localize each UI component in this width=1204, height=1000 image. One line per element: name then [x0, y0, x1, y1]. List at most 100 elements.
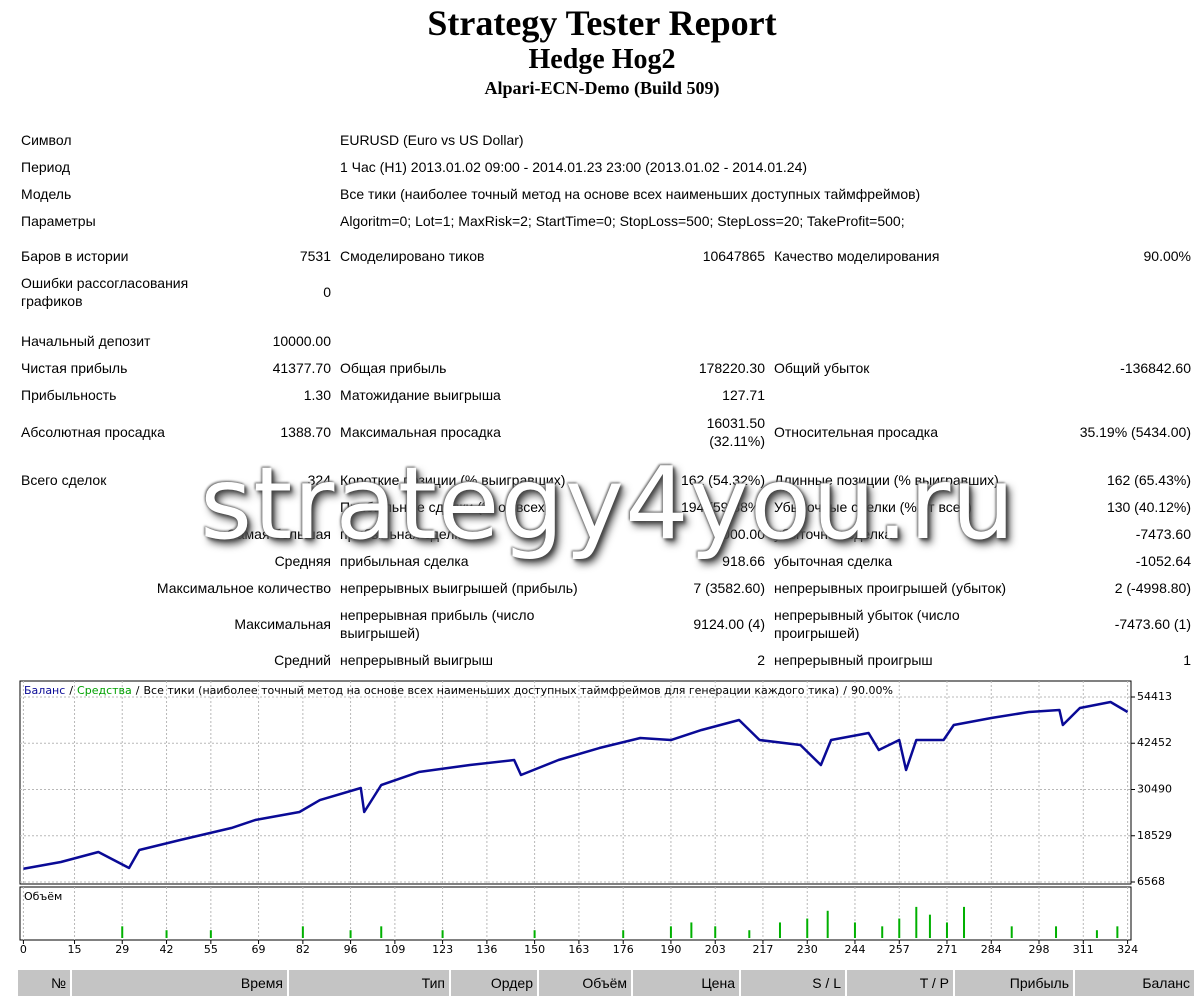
volume-frame	[19, 886, 1132, 941]
stat-value: 7531	[299, 248, 331, 264]
x-tick-label: 257	[889, 943, 910, 956]
stat-value: 16031.50 (32.11%)	[706, 415, 765, 449]
stat-label: прибыльная сделка	[340, 526, 469, 542]
column-header: T / P	[847, 970, 953, 996]
x-tick-label: 150	[524, 943, 545, 956]
stat-label: Прибыльные сделки (% от всех)	[340, 499, 550, 515]
server: Alpari-ECN-Demo (Build 509)	[484, 78, 720, 98]
column-header: Ордер	[451, 970, 537, 996]
x-tick-label: 29	[115, 943, 129, 956]
x-tick-label: 15	[68, 943, 82, 956]
legend-model: Все тики (наиболее точный метод на основ…	[143, 684, 839, 697]
volume-bar	[898, 918, 901, 938]
stat-value: 41377.70	[272, 360, 331, 376]
column-header: Баланс	[1075, 970, 1194, 996]
column-header: Цена	[633, 970, 739, 996]
watermark: strategy4you.ru	[200, 445, 1016, 562]
x-tick-label: 217	[752, 943, 773, 956]
stat-label: Баров в истории	[21, 248, 129, 264]
x-tick-label: 136	[476, 943, 497, 956]
volume-bar	[826, 910, 829, 938]
column-header: №	[18, 970, 70, 996]
stat-group: Самая большая	[226, 526, 332, 542]
volume-bar	[669, 926, 672, 938]
volume-bar	[853, 922, 856, 938]
balance-chart: 6568 18529 30490 42452 54413 0 15 29 42 55 69 82 96 1…	[19, 680, 1172, 956]
stat-value: 130 (40.12%)	[1106, 499, 1191, 515]
x-tick-label: 42	[160, 943, 174, 956]
volume-bar	[1055, 926, 1058, 938]
stat-label: непрерывных выигрышей (прибыль)	[340, 580, 578, 596]
stat-label: Абсолютная просадка	[21, 424, 165, 440]
y-tick-label: 6568	[1137, 875, 1165, 888]
x-tick-label: 311	[1073, 943, 1094, 956]
volume-bar	[690, 922, 693, 938]
volume-bar	[1095, 930, 1098, 938]
stat-value: 90.00%	[1143, 248, 1191, 264]
stat-value: -7473.60	[1135, 526, 1191, 542]
volume-bar	[533, 930, 536, 938]
volume-bar	[301, 926, 304, 938]
volume-bar	[349, 930, 352, 938]
x-tick-label: 324	[1117, 943, 1138, 956]
x-tick-label: 55	[204, 943, 218, 956]
legend-quality: 90.00%	[851, 684, 893, 697]
stat-label: Прибыльность	[21, 387, 117, 403]
stat-group: Средняя	[274, 553, 331, 569]
legend-equity: Средства	[77, 684, 132, 697]
volume-bar	[1010, 926, 1013, 938]
stat-value: -1052.64	[1135, 553, 1191, 569]
x-tick-label: 230	[797, 943, 818, 956]
column-header: S / L	[741, 970, 845, 996]
stat-label: убыточная сделка	[774, 553, 893, 569]
info-label: Параметры	[21, 213, 96, 229]
stat-label: непрерывный убыток (число проигрышей)	[774, 607, 960, 641]
stat-value: 178220.30	[698, 360, 765, 376]
stat-value: -136842.60	[1120, 360, 1191, 376]
volume-bar	[778, 922, 781, 938]
x-tick-label: 284	[981, 943, 1002, 956]
x-tick-label: 190	[660, 943, 681, 956]
stat-label: Качество моделирования	[774, 248, 940, 264]
stat-group: Максимальная	[234, 616, 331, 632]
volume-bar	[963, 906, 966, 938]
x-tick-label: 244	[844, 943, 865, 956]
x-tick-label: 82	[296, 943, 310, 956]
stat-label: Матожидание выигрыша	[340, 387, 501, 403]
stat-value: 2	[757, 652, 765, 668]
stat-value: 1.30	[303, 387, 331, 403]
volume-bar	[209, 930, 212, 938]
volume-bar	[121, 926, 124, 938]
column-header: Объём	[539, 970, 631, 996]
info-value: Algoritm=0; Lot=1; MaxRisk=2; StartTime=…	[340, 213, 905, 229]
x-tick-label: 123	[432, 943, 453, 956]
volume-bar	[622, 930, 625, 938]
volume-bar	[881, 926, 884, 938]
volume-bar	[380, 926, 383, 938]
stat-label: непрерывных проигрышей (убыток)	[774, 580, 1007, 596]
info-label: Модель	[21, 186, 72, 202]
stat-value: 1388.70	[280, 424, 331, 440]
stat-label: Общая прибыль	[340, 360, 447, 376]
stat-value: 1	[1183, 652, 1191, 668]
stat-label: Длинные позиции (% выигравших)	[774, 472, 999, 488]
plot-frame	[19, 680, 1132, 885]
stat-label: прибыльная сделка	[340, 553, 469, 569]
x-tick-label: 176	[613, 943, 634, 956]
stat-label: Короткие позиции (% выигравших)	[340, 472, 566, 488]
stat-label: непрерывный проигрыш	[774, 652, 933, 668]
volume-label: Объём	[24, 890, 62, 903]
stat-label: Общий убыток	[774, 360, 870, 376]
stat-label: Чистая прибыль	[21, 360, 128, 376]
stat-label: Относительная просадка	[774, 424, 938, 440]
legend: Баланс / Средства / Все тики (наиболее точны…	[24, 684, 893, 697]
stat-value: 162 (65.43%)	[1106, 472, 1191, 488]
volume-bar	[165, 930, 168, 938]
stat-value: 35.19% (5434.00)	[1079, 424, 1191, 440]
stat-label: Начальный депозит	[21, 333, 151, 349]
stat-group: Максимальное количество	[156, 580, 331, 596]
y-tick-label: 30490	[1137, 783, 1172, 796]
stat-value: -7473.60 (1)	[1114, 616, 1191, 632]
stat-label: убыточная сделка	[774, 526, 893, 542]
stat-value: 10000.00	[272, 333, 331, 349]
